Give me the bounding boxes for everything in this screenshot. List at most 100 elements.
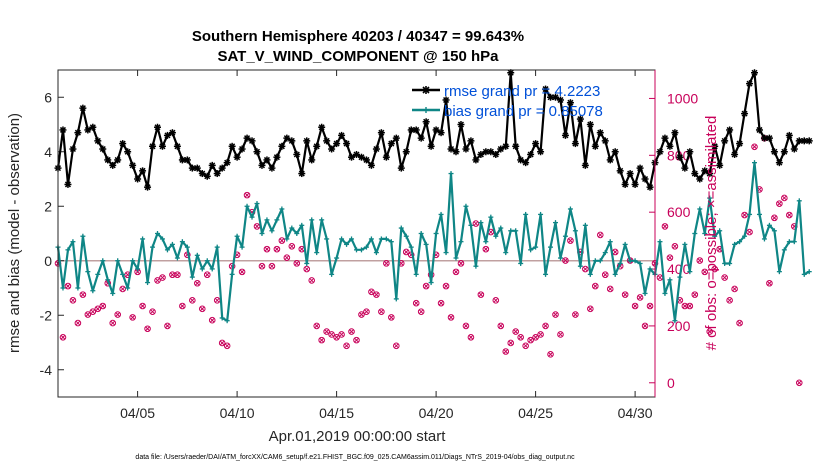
rmse-point — [338, 131, 346, 139]
bias-point — [766, 222, 772, 228]
rmse-point — [636, 164, 644, 172]
rmse-point — [427, 142, 435, 150]
obs-possible-point — [766, 279, 773, 287]
obs-possible-point — [323, 328, 330, 335]
bias-point — [428, 280, 434, 286]
obs-assimilated-point — [369, 289, 374, 295]
obs-assimilated-point — [632, 303, 638, 309]
obs-possible-point — [268, 262, 276, 270]
obs-assimilated-point — [209, 317, 215, 323]
bias-point — [184, 244, 190, 250]
bias-point — [159, 236, 165, 242]
rmse-point — [283, 134, 291, 142]
obs-assimilated-point — [448, 315, 454, 320]
obs-possible-point — [154, 277, 161, 284]
rmse-point — [656, 148, 664, 156]
rmse-point — [432, 126, 440, 134]
x-axis-label: Apr.01,2019 00:00:00 start — [269, 428, 447, 445]
bias-point — [702, 231, 708, 236]
obs-assimilated-point — [259, 263, 265, 269]
bias-point — [737, 239, 743, 245]
obs-assimilated-point — [717, 246, 723, 252]
obs-assimilated-point — [393, 343, 399, 349]
obs-assimilated-point — [324, 329, 330, 334]
bias-point — [806, 269, 812, 275]
obs-possible-point — [417, 308, 425, 315]
obs-possible-point — [308, 277, 316, 284]
obs-possible-point — [706, 328, 714, 335]
rmse-point — [178, 156, 186, 164]
bias-point — [314, 250, 320, 256]
obs-assimilated-point — [204, 272, 210, 278]
obs-possible-point — [368, 288, 375, 296]
bias-point — [508, 228, 514, 234]
obs-assimilated-point — [75, 320, 81, 326]
bias-point — [383, 236, 389, 242]
obs-assimilated-point — [80, 292, 86, 297]
obs-assimilated-point — [587, 306, 593, 312]
obs-assimilated-point — [777, 201, 782, 206]
bias-point — [204, 258, 210, 264]
bias-point — [756, 211, 762, 217]
rmse-point — [437, 129, 445, 137]
rmse-point — [497, 145, 505, 153]
obs-assimilated-point — [383, 261, 389, 266]
y-tick-label: 2 — [44, 198, 52, 214]
rmse-point — [537, 148, 545, 156]
obs-possible-point — [333, 333, 340, 341]
rmse-point — [467, 137, 475, 145]
x-tick-label: 04/15 — [319, 405, 354, 421]
bias-point — [274, 217, 280, 223]
bias-point — [533, 244, 539, 250]
obs-possible-point — [383, 260, 390, 267]
bias-point — [284, 236, 290, 242]
obs-assimilated-point — [150, 309, 155, 315]
chart-subtitle: SAT_V_WIND_COMPONENT @ 150 hPa — [217, 48, 499, 65]
bias-point — [164, 247, 170, 253]
bias-point — [95, 271, 101, 277]
obs-possible-point — [462, 322, 470, 330]
obs-possible-point — [472, 220, 480, 227]
rmse-point — [233, 153, 241, 161]
obs-assimilated-point — [115, 312, 121, 317]
rmse-point — [606, 156, 614, 164]
obs-possible-point — [393, 342, 400, 350]
obs-possible-point — [721, 274, 728, 281]
rmse-point — [716, 161, 724, 169]
rmse-point — [576, 115, 584, 123]
obs-assimilated-point — [533, 334, 538, 340]
obs-possible-point — [477, 291, 485, 298]
rmse-point — [377, 129, 385, 137]
bias-point — [458, 239, 464, 245]
obs-possible-point — [681, 302, 689, 310]
bias-point — [259, 231, 265, 236]
obs-possible-point — [771, 214, 778, 222]
obs-possible-point — [313, 322, 321, 330]
bias-point — [239, 244, 245, 250]
rmse-point — [168, 129, 176, 137]
rmse-point — [502, 142, 510, 150]
rmse-point — [89, 123, 97, 131]
obs-assimilated-point — [418, 309, 424, 315]
bias-line — [56, 161, 810, 322]
rmse-point — [193, 164, 201, 172]
bias-point — [254, 201, 260, 207]
obs-possible-point — [592, 282, 599, 290]
bias-point — [523, 211, 529, 217]
bias-point — [413, 271, 419, 277]
obs-possible-point — [149, 308, 156, 315]
bias-point — [125, 285, 131, 291]
bias-point — [528, 247, 534, 253]
x-tick-label: 04/20 — [419, 405, 454, 421]
obs-possible-point — [497, 322, 505, 330]
rmse-point — [328, 145, 336, 153]
obs-possible-point — [422, 282, 430, 290]
obs-assimilated-point — [647, 303, 653, 309]
rmse-point — [581, 161, 589, 169]
bias-point — [140, 236, 146, 242]
bias-point — [378, 236, 384, 242]
bias-point — [433, 231, 439, 236]
axis-ticks: 04/05 04/10 04/15 04/20 04/25 04/30 -4 -2 0 2 4 6 0 2… — [40, 70, 698, 421]
rmse-point — [288, 137, 296, 145]
rmse-point — [736, 140, 744, 148]
